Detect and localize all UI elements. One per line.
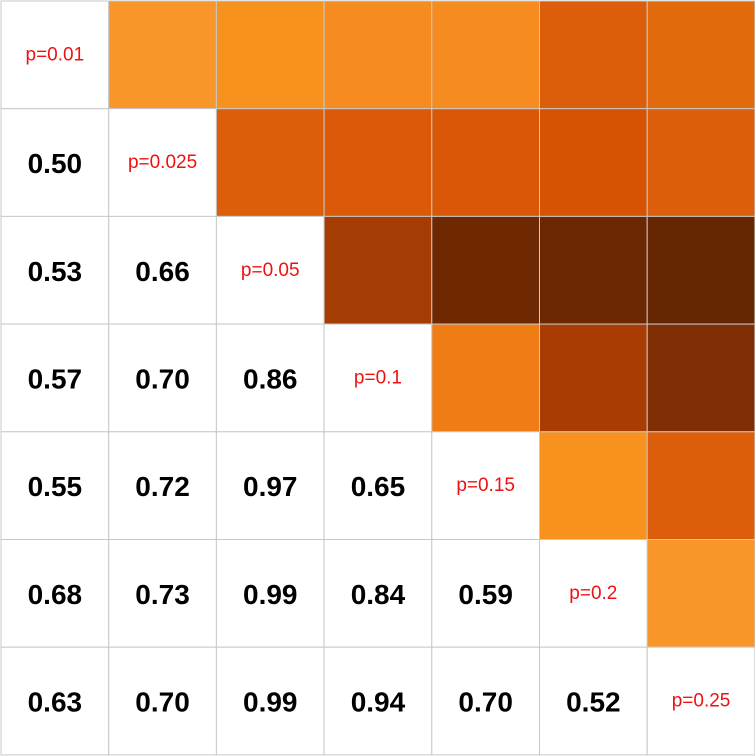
color-cell-r0-c3 xyxy=(323,0,433,110)
value-label: 0.52 xyxy=(566,687,621,718)
matrix-labels: p=0.01 0.50 p=0.025 0.53 0.66 p=0.05 0.57 0.70 0… xyxy=(26,44,731,717)
diagonal-label: p=0.05 xyxy=(241,260,300,281)
diagonal-cell-0 xyxy=(0,0,110,110)
color-cell-r3-c5 xyxy=(539,323,648,433)
value-cell-r4-c0 xyxy=(0,431,110,540)
value-cell-r6-c4 xyxy=(431,646,540,756)
color-cell-r0-c5 xyxy=(539,0,648,110)
value-cell-r1-c0 xyxy=(0,108,110,217)
diagonal-cell-2 xyxy=(215,215,325,325)
value-label: 0.53 xyxy=(28,256,83,287)
color-cell-r3-c4 xyxy=(431,323,540,433)
color-cell-r4-c5 xyxy=(539,431,648,540)
value-label: 0.72 xyxy=(135,471,190,502)
value-label: 0.70 xyxy=(135,687,190,718)
value-label: 0.94 xyxy=(351,687,406,718)
diagonal-cell-6 xyxy=(646,646,755,756)
diagonal-label: p=0.025 xyxy=(128,152,197,173)
value-label: 0.99 xyxy=(243,579,298,610)
value-label: 0.63 xyxy=(28,687,83,718)
value-cell-r4-c2 xyxy=(215,431,325,540)
value-label: 0.59 xyxy=(458,579,513,610)
value-cell-r6-c3 xyxy=(323,646,433,756)
color-cell-r1-c3 xyxy=(323,108,433,217)
value-cell-r6-c5 xyxy=(539,646,648,756)
value-label: 0.70 xyxy=(458,687,513,718)
value-cell-r5-c2 xyxy=(215,539,325,648)
value-label: 0.57 xyxy=(28,363,83,394)
color-cell-r2-c4 xyxy=(431,215,540,325)
value-cell-r6-c2 xyxy=(215,646,325,756)
value-label: 0.84 xyxy=(351,579,406,610)
value-cell-r5-c4 xyxy=(431,539,540,648)
value-label: 0.73 xyxy=(135,579,190,610)
color-cell-r0-c6 xyxy=(646,0,755,110)
diagonal-label: p=0.01 xyxy=(26,44,85,65)
color-cell-r0-c4 xyxy=(431,0,540,110)
diagonal-label: p=0.15 xyxy=(456,475,515,496)
value-cell-r5-c1 xyxy=(108,539,217,648)
color-cell-r4-c6 xyxy=(646,431,755,540)
value-cell-r2-c0 xyxy=(0,215,110,325)
value-label: 0.65 xyxy=(351,471,406,502)
value-label: 0.50 xyxy=(28,148,83,179)
diagonal-label: p=0.2 xyxy=(569,583,617,604)
diagonal-label: p=0.25 xyxy=(672,691,731,712)
color-cell-r2-c3 xyxy=(323,215,433,325)
color-cell-r0-c1 xyxy=(108,0,217,110)
color-cell-r1-c6 xyxy=(646,108,755,217)
value-label: 0.97 xyxy=(243,471,298,502)
value-cell-r5-c3 xyxy=(323,539,433,648)
color-cell-r1-c5 xyxy=(539,108,648,217)
color-cell-r0-c2 xyxy=(215,0,325,110)
color-cell-r1-c4 xyxy=(431,108,540,217)
diagonal-cell-3 xyxy=(323,323,433,433)
value-label: 0.55 xyxy=(28,471,83,502)
color-cell-r3-c6 xyxy=(646,323,755,433)
value-cell-r6-c0 xyxy=(0,646,110,756)
color-cell-r1-c2 xyxy=(215,108,325,217)
diagonal-label: p=0.1 xyxy=(354,367,402,388)
value-label: 0.70 xyxy=(135,363,190,394)
value-cell-r3-c0 xyxy=(0,323,110,433)
value-label: 0.99 xyxy=(243,687,298,718)
value-label: 0.86 xyxy=(243,363,298,394)
value-cell-r5-c0 xyxy=(0,539,110,648)
color-cell-r2-c6 xyxy=(646,215,755,325)
value-label: 0.66 xyxy=(135,256,190,287)
value-cell-r3-c1 xyxy=(108,323,217,433)
color-cell-r5-c6 xyxy=(646,539,755,648)
value-cell-r2-c1 xyxy=(108,215,217,325)
color-cell-r2-c5 xyxy=(539,215,648,325)
value-label: 0.68 xyxy=(28,579,83,610)
